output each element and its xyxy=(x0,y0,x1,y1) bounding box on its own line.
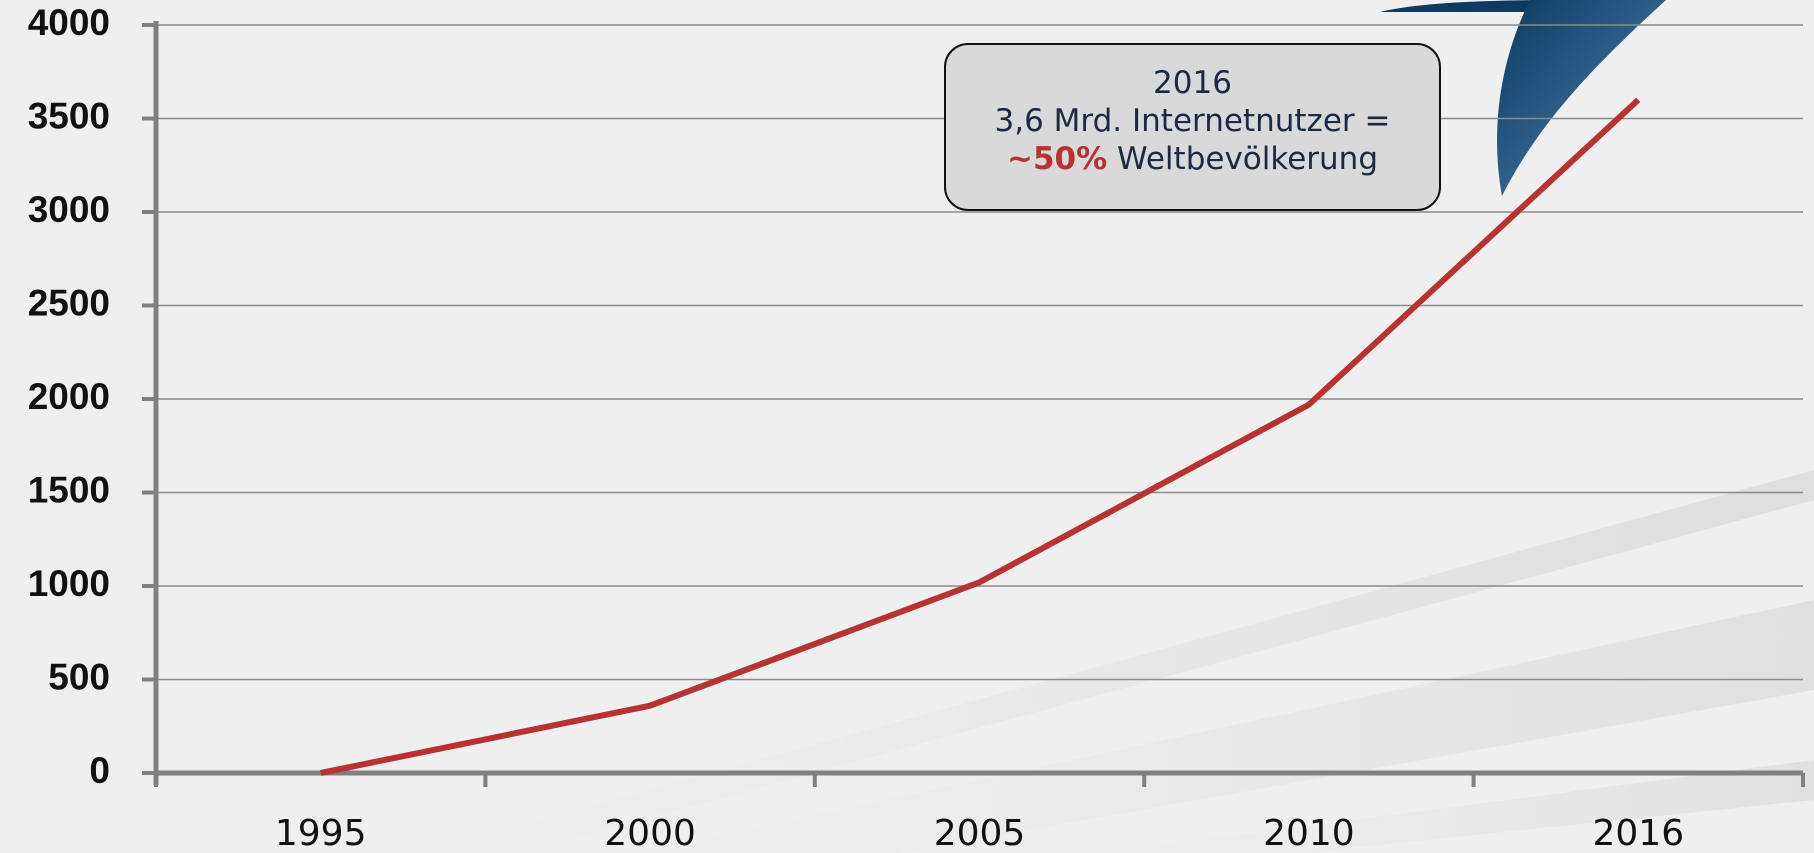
y-tick-label: 1000 xyxy=(28,563,110,604)
background-decoration xyxy=(420,0,1814,853)
annotation-year: 2016 xyxy=(1153,65,1232,101)
y-tick-label: 500 xyxy=(48,656,110,697)
x-tick-label: 2000 xyxy=(604,813,696,853)
y-tick-label: 1500 xyxy=(28,469,110,510)
data-line xyxy=(320,97,1641,776)
x-tick-label: 2005 xyxy=(934,813,1026,853)
y-tick-label: 4000 xyxy=(28,2,110,43)
annotation-suffix: Weltbevölkerung xyxy=(1117,141,1379,177)
y-tick-label: 3500 xyxy=(28,95,110,136)
x-tick-label: 2010 xyxy=(1263,813,1355,853)
annotation-line: ~50% Weltbevölkerung xyxy=(946,140,1439,178)
y-tick-label: 0 xyxy=(89,750,110,791)
y-tick-label: 3000 xyxy=(28,189,110,230)
annotation-box: 2016 3,6 Mrd. Internetnutzer = ~50% Welt… xyxy=(944,43,1441,211)
annotation-highlight: ~50% xyxy=(1006,141,1108,177)
x-tick-label: 1995 xyxy=(275,813,367,853)
y-tick-label: 2000 xyxy=(28,376,110,417)
annotation-text: 3,6 Mrd. Internetnutzer = xyxy=(994,103,1391,139)
y-tick-label: 2500 xyxy=(28,282,110,323)
x-tick-label: 2016 xyxy=(1592,813,1684,853)
